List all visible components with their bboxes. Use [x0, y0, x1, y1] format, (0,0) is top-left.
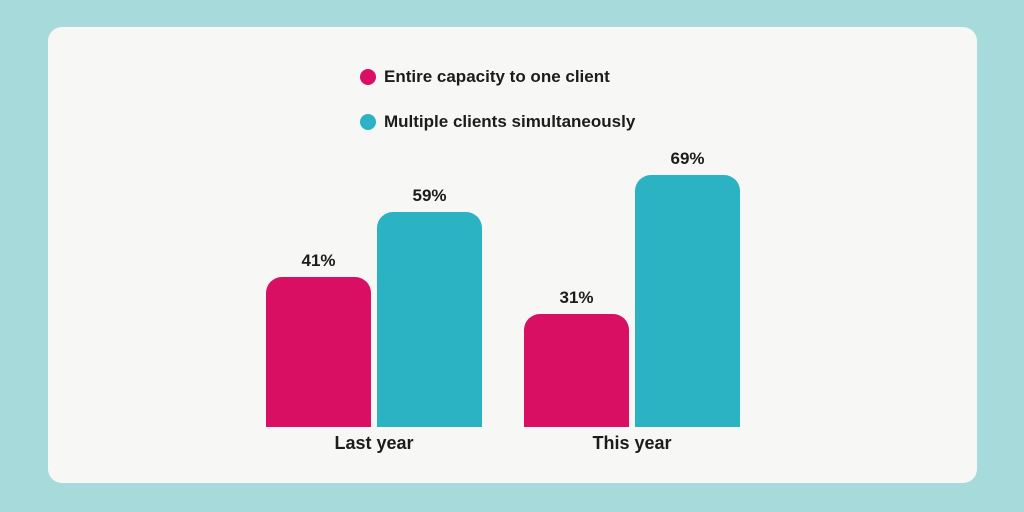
- bar-value-label-last-year-multiple-clients-simultaneously: 59%: [412, 186, 447, 205]
- bar-chart-plot: 41% 59% Last year 31% 69% This year: [48, 27, 977, 483]
- category-label-this-year: This year: [592, 433, 672, 453]
- bar-this-year-entire-capacity-to-one-client: [524, 314, 629, 427]
- bar-value-label-this-year-multiple-clients-simultaneously: 69%: [670, 149, 705, 168]
- legend-label-entire-capacity: Entire capacity to one client: [384, 67, 610, 86]
- bar-this-year-multiple-clients-simultaneously: [635, 175, 740, 427]
- legend-dot-pink-icon: [360, 69, 376, 85]
- chart-card: Entire capacity to one client Multiple c…: [48, 27, 977, 483]
- category-label-last-year: Last year: [334, 433, 414, 453]
- bar-value-label-this-year-entire-capacity-to-one-client: 31%: [559, 288, 594, 307]
- chart-legend: Entire capacity to one client Multiple c…: [360, 66, 635, 156]
- legend-dot-teal-icon: [360, 114, 376, 130]
- legend-label-multiple-clients: Multiple clients simultaneously: [384, 112, 636, 131]
- bar-value-label-last-year-entire-capacity-to-one-client: 41%: [301, 251, 336, 270]
- bar-last-year-entire-capacity-to-one-client: [266, 277, 371, 427]
- legend-item-entire-capacity: Entire capacity to one client: [360, 66, 635, 88]
- bar-last-year-multiple-clients-simultaneously: [377, 212, 482, 427]
- legend-item-multiple-clients: Multiple clients simultaneously: [360, 111, 635, 133]
